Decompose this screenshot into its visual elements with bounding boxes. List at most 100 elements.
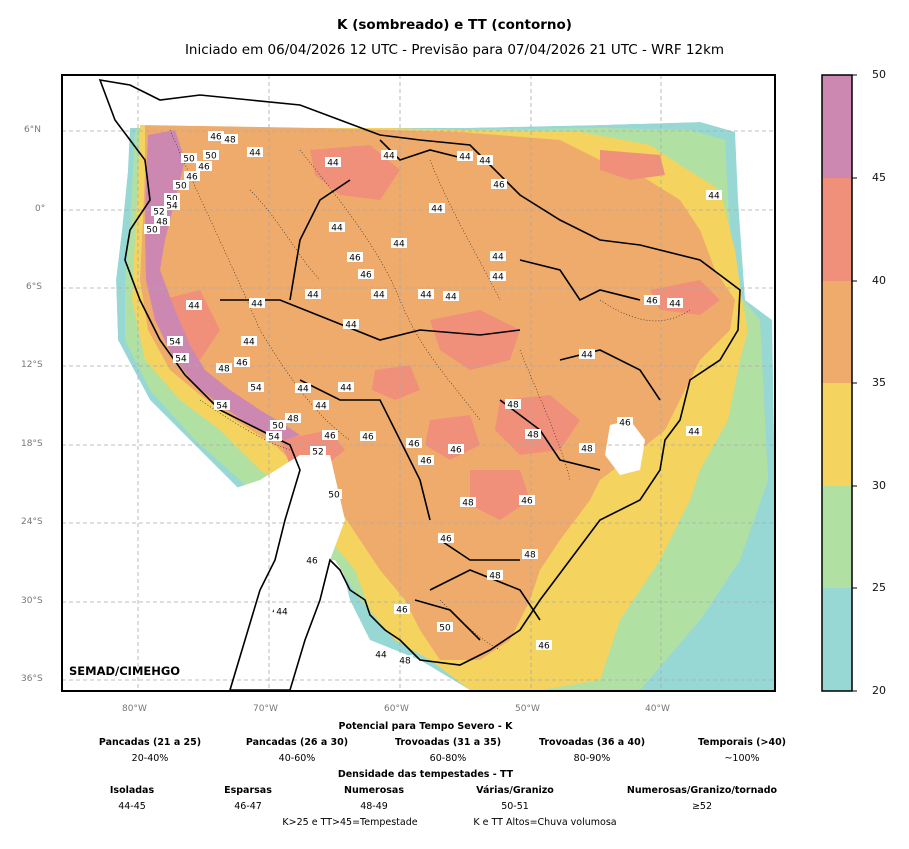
svg-text:54: 54 [216, 402, 228, 412]
svg-text:46: 46 [210, 133, 222, 143]
tt-contour-label: 44 [295, 383, 311, 395]
tt-contour-label: 44 [457, 151, 473, 163]
k-category-value: 60-80% [429, 753, 467, 764]
lat-label: 36°S [21, 674, 43, 684]
tt-contour-label: 46 [438, 533, 454, 545]
svg-text:50: 50 [175, 182, 187, 192]
tt-contour-label: 44 [371, 289, 387, 301]
tt-category-label: Numerosas/Granizo/tornado [626, 785, 778, 796]
tt-contour-label: 46 [360, 431, 376, 443]
svg-text:48: 48 [224, 136, 236, 146]
colorbar-band-25-30 [822, 486, 852, 588]
tt-contour-label: 48 [579, 443, 595, 455]
lat-label: 6°S [26, 282, 42, 292]
colorbar-tick: 40 [872, 274, 886, 287]
tt-contour-label: 44 [443, 291, 459, 303]
tt-contour-label: 46 [196, 161, 212, 173]
svg-text:50: 50 [166, 195, 178, 205]
svg-text:50: 50 [146, 226, 158, 236]
svg-text:44: 44 [307, 291, 319, 301]
tt-contour-label: 50 [203, 150, 219, 162]
tt-contour-label: 52 [310, 446, 326, 458]
tt-legend-title: Densidade das tempestades - TT [337, 769, 514, 780]
svg-text:46: 46 [306, 557, 318, 567]
svg-text:46: 46 [646, 297, 658, 307]
tt-category-value: 44-45 [118, 801, 146, 812]
tt-contour-label: 48 [525, 429, 541, 441]
svg-text:48: 48 [581, 445, 593, 455]
tt-contour-label: 44 [241, 336, 257, 348]
svg-text:44: 44 [669, 300, 681, 310]
svg-text:50: 50 [205, 152, 217, 162]
tt-contour-label: 44 [343, 319, 359, 331]
tt-contour-label: 48 [397, 655, 413, 667]
svg-text:54: 54 [268, 433, 280, 443]
tt-contour-label: 46 [304, 555, 320, 567]
tt-contour-label: 46 [394, 604, 410, 616]
tt-contour-label: 44 [490, 251, 506, 263]
tt-contour-label: 48 [222, 134, 238, 146]
svg-text:46: 46 [493, 181, 505, 191]
tt-contour-label: 50 [326, 489, 342, 501]
svg-text:54: 54 [166, 202, 178, 212]
svg-text:44: 44 [445, 293, 457, 303]
svg-text:46: 46 [619, 419, 631, 429]
tt-contour-label: 46 [322, 430, 338, 442]
tt-contour-label: 44 [186, 300, 202, 312]
svg-text:44: 44 [340, 384, 352, 394]
k-category-value: 80-90% [573, 753, 611, 764]
tt-contour-label: 44 [274, 606, 290, 618]
tt-contour-label: 46 [448, 444, 464, 456]
svg-text:44: 44 [297, 385, 309, 395]
tt-category-label: Várias/Granizo [476, 785, 554, 796]
svg-text:54: 54 [169, 338, 181, 348]
svg-text:48: 48 [507, 401, 519, 411]
svg-text:44: 44 [581, 351, 593, 361]
colorbar-tick: 45 [872, 171, 886, 184]
colorbar [821, 74, 857, 692]
k-category-label: Pancadas (21 a 25) [98, 737, 202, 748]
svg-text:44: 44 [331, 224, 343, 234]
tt-contour-label: 50 [164, 193, 180, 205]
tt-contour-label: 44 [429, 203, 445, 215]
tt-contour-label: 44 [579, 349, 595, 361]
svg-text:50: 50 [272, 422, 284, 432]
tt-contour-label: 44 [381, 150, 397, 162]
svg-text:44: 44 [492, 253, 504, 263]
tt-contour-label: 48 [460, 497, 476, 509]
svg-text:54: 54 [250, 384, 262, 394]
tt-contour-label: 54 [214, 400, 230, 412]
svg-text:44: 44 [345, 321, 357, 331]
tt-contour-label: 46 [617, 417, 633, 429]
svg-text:44: 44 [251, 300, 263, 310]
k-category-value: 20-40% [131, 753, 169, 764]
tt-contour-label: 44 [490, 271, 506, 283]
svg-text:48: 48 [399, 657, 411, 667]
k-category-label: Pancadas (26 a 30) [245, 737, 349, 748]
tt-contour-label: 44 [305, 289, 321, 301]
svg-text:44: 44 [243, 338, 255, 348]
svg-text:48: 48 [489, 572, 501, 582]
tt-contour-label: 52 [151, 206, 167, 218]
svg-text:46: 46 [521, 497, 533, 507]
lon-label: 40°W [645, 704, 670, 714]
tt-contour-label: 44 [418, 289, 434, 301]
svg-text:46: 46 [324, 432, 336, 442]
tt-contour-label: 44 [249, 298, 265, 310]
tt-contour-label: 54 [167, 336, 183, 348]
tt-contour-label: 48 [154, 216, 170, 228]
tt-contours [169, 129, 691, 651]
svg-text:44: 44 [249, 149, 261, 159]
lat-label: 18°S [21, 439, 43, 449]
lat-label: 24°S [21, 517, 43, 527]
tt-contour-label: 50 [144, 224, 160, 236]
k-category-value: ~100% [724, 753, 760, 764]
tt-contour-label: 54 [266, 431, 282, 443]
lon-label: 70°W [253, 704, 278, 714]
tt-contour-label: 44 [247, 147, 263, 159]
svg-text:48: 48 [218, 365, 230, 375]
tt-contour-label: 46 [406, 438, 422, 450]
svg-text:44: 44 [276, 608, 288, 618]
tt-category-value: ≥52 [691, 801, 713, 812]
lon-label: 50°W [515, 704, 540, 714]
